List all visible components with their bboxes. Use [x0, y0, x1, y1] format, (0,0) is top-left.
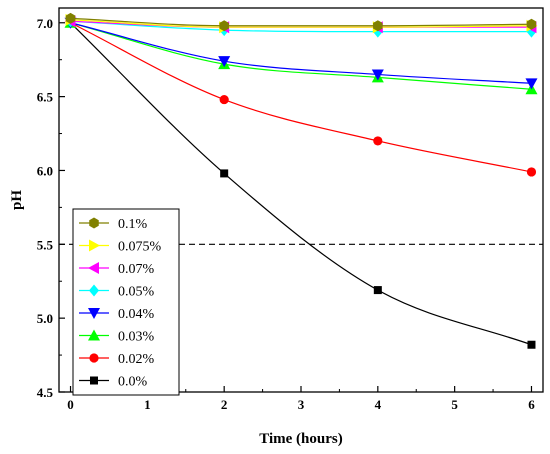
data-point-0-02pct	[373, 136, 383, 146]
x-tick-label: 0	[67, 397, 74, 412]
data-point-0-1pct	[219, 20, 229, 32]
series-line-0-1pct	[70, 17, 532, 27]
legend-item-0-0pct: 0.0%	[79, 375, 148, 390]
y-tick-label: 5.0	[37, 311, 53, 326]
series-0-03pct	[64, 16, 538, 95]
legend-item-0-04pct: 0.04%	[79, 307, 155, 322]
series-line-0-0pct	[70, 22, 532, 346]
legend-label: 0.07%	[118, 262, 155, 277]
legend-item-0-05pct: 0.05%	[79, 284, 155, 300]
data-point-0-1pct	[373, 20, 383, 32]
y-tick-label: 6.5	[37, 90, 54, 105]
legend-label: 0.0%	[118, 375, 148, 390]
data-point-0-04pct	[218, 56, 231, 68]
x-tick-label: 4	[375, 397, 382, 412]
legend-label: 0.075%	[118, 240, 162, 255]
y-axis-title: pH	[9, 190, 25, 210]
x-tick-label: 3	[298, 397, 305, 412]
y-tick-label: 4.5	[37, 385, 54, 400]
series-0-075pct	[65, 13, 538, 34]
x-axis-title: Time (hours)	[259, 431, 342, 447]
legend-item-0-03pct: 0.03%	[79, 329, 155, 345]
series-0-1pct	[65, 12, 537, 32]
legend-marker-0-05pct	[89, 284, 99, 297]
legend-marker-0-07pct	[88, 262, 99, 274]
series-line-0-04pct	[70, 22, 532, 84]
legend: 0.1% 0.075% 0.07% 0.05% 0.04% 0.03% 0.02% 0.0%	[72, 208, 180, 396]
series-line-0-03pct	[70, 22, 532, 90]
y-tick-label: 6.0	[37, 163, 53, 178]
x-tick-label: 1	[144, 397, 151, 412]
y-tick-label: 5.5	[37, 237, 54, 252]
data-point-0-0pct	[373, 286, 382, 295]
y-tick-label: 7.0	[37, 16, 53, 31]
data-point-0-1pct	[526, 18, 537, 30]
legend-marker-0-075pct	[89, 239, 100, 252]
series-line-0-05pct	[70, 20, 532, 33]
legend-item-0-02pct: 0.02%	[79, 352, 155, 367]
legend-marker-0-1pct	[89, 217, 99, 229]
legend-marker-0-03pct	[88, 329, 100, 341]
data-point-0-04pct	[525, 78, 538, 90]
legend-item-0-1pct: 0.1%	[79, 217, 148, 232]
series-line-0-075pct	[70, 19, 532, 28]
legend-marker-0-0pct	[90, 376, 98, 385]
legend-label: 0.04%	[118, 307, 155, 322]
data-point-0-0pct	[220, 169, 229, 178]
x-tick-label: 2	[221, 397, 228, 412]
legend-label: 0.03%	[118, 330, 155, 345]
x-tick-label: 6	[528, 397, 535, 412]
data-point-0-04pct	[371, 69, 384, 81]
legend-item-0-07pct: 0.07%	[79, 262, 155, 277]
legend-box	[72, 208, 180, 396]
series-0-04pct	[64, 17, 538, 90]
x-tick-label: 5	[451, 397, 458, 412]
series-line-0-02pct	[70, 22, 532, 173]
legend-label: 0.02%	[118, 352, 155, 367]
data-point-0-1pct	[65, 12, 76, 24]
data-point-0-02pct	[526, 167, 537, 177]
axis-ticks: 0 1 2 3 4 5 6 4.5 5.0 5.5 6.0 6.5 7.0	[37, 16, 535, 412]
legend-label: 0.1%	[118, 217, 148, 232]
legend-marker-0-02pct	[89, 353, 99, 363]
series-layer	[64, 12, 538, 349]
data-point-0-02pct	[219, 94, 229, 105]
legend-marker-0-04pct	[88, 308, 100, 319]
legend-item-0-075pct: 0.075%	[79, 239, 162, 255]
legend-label: 0.05%	[118, 285, 155, 300]
data-point-0-0pct	[527, 340, 536, 349]
